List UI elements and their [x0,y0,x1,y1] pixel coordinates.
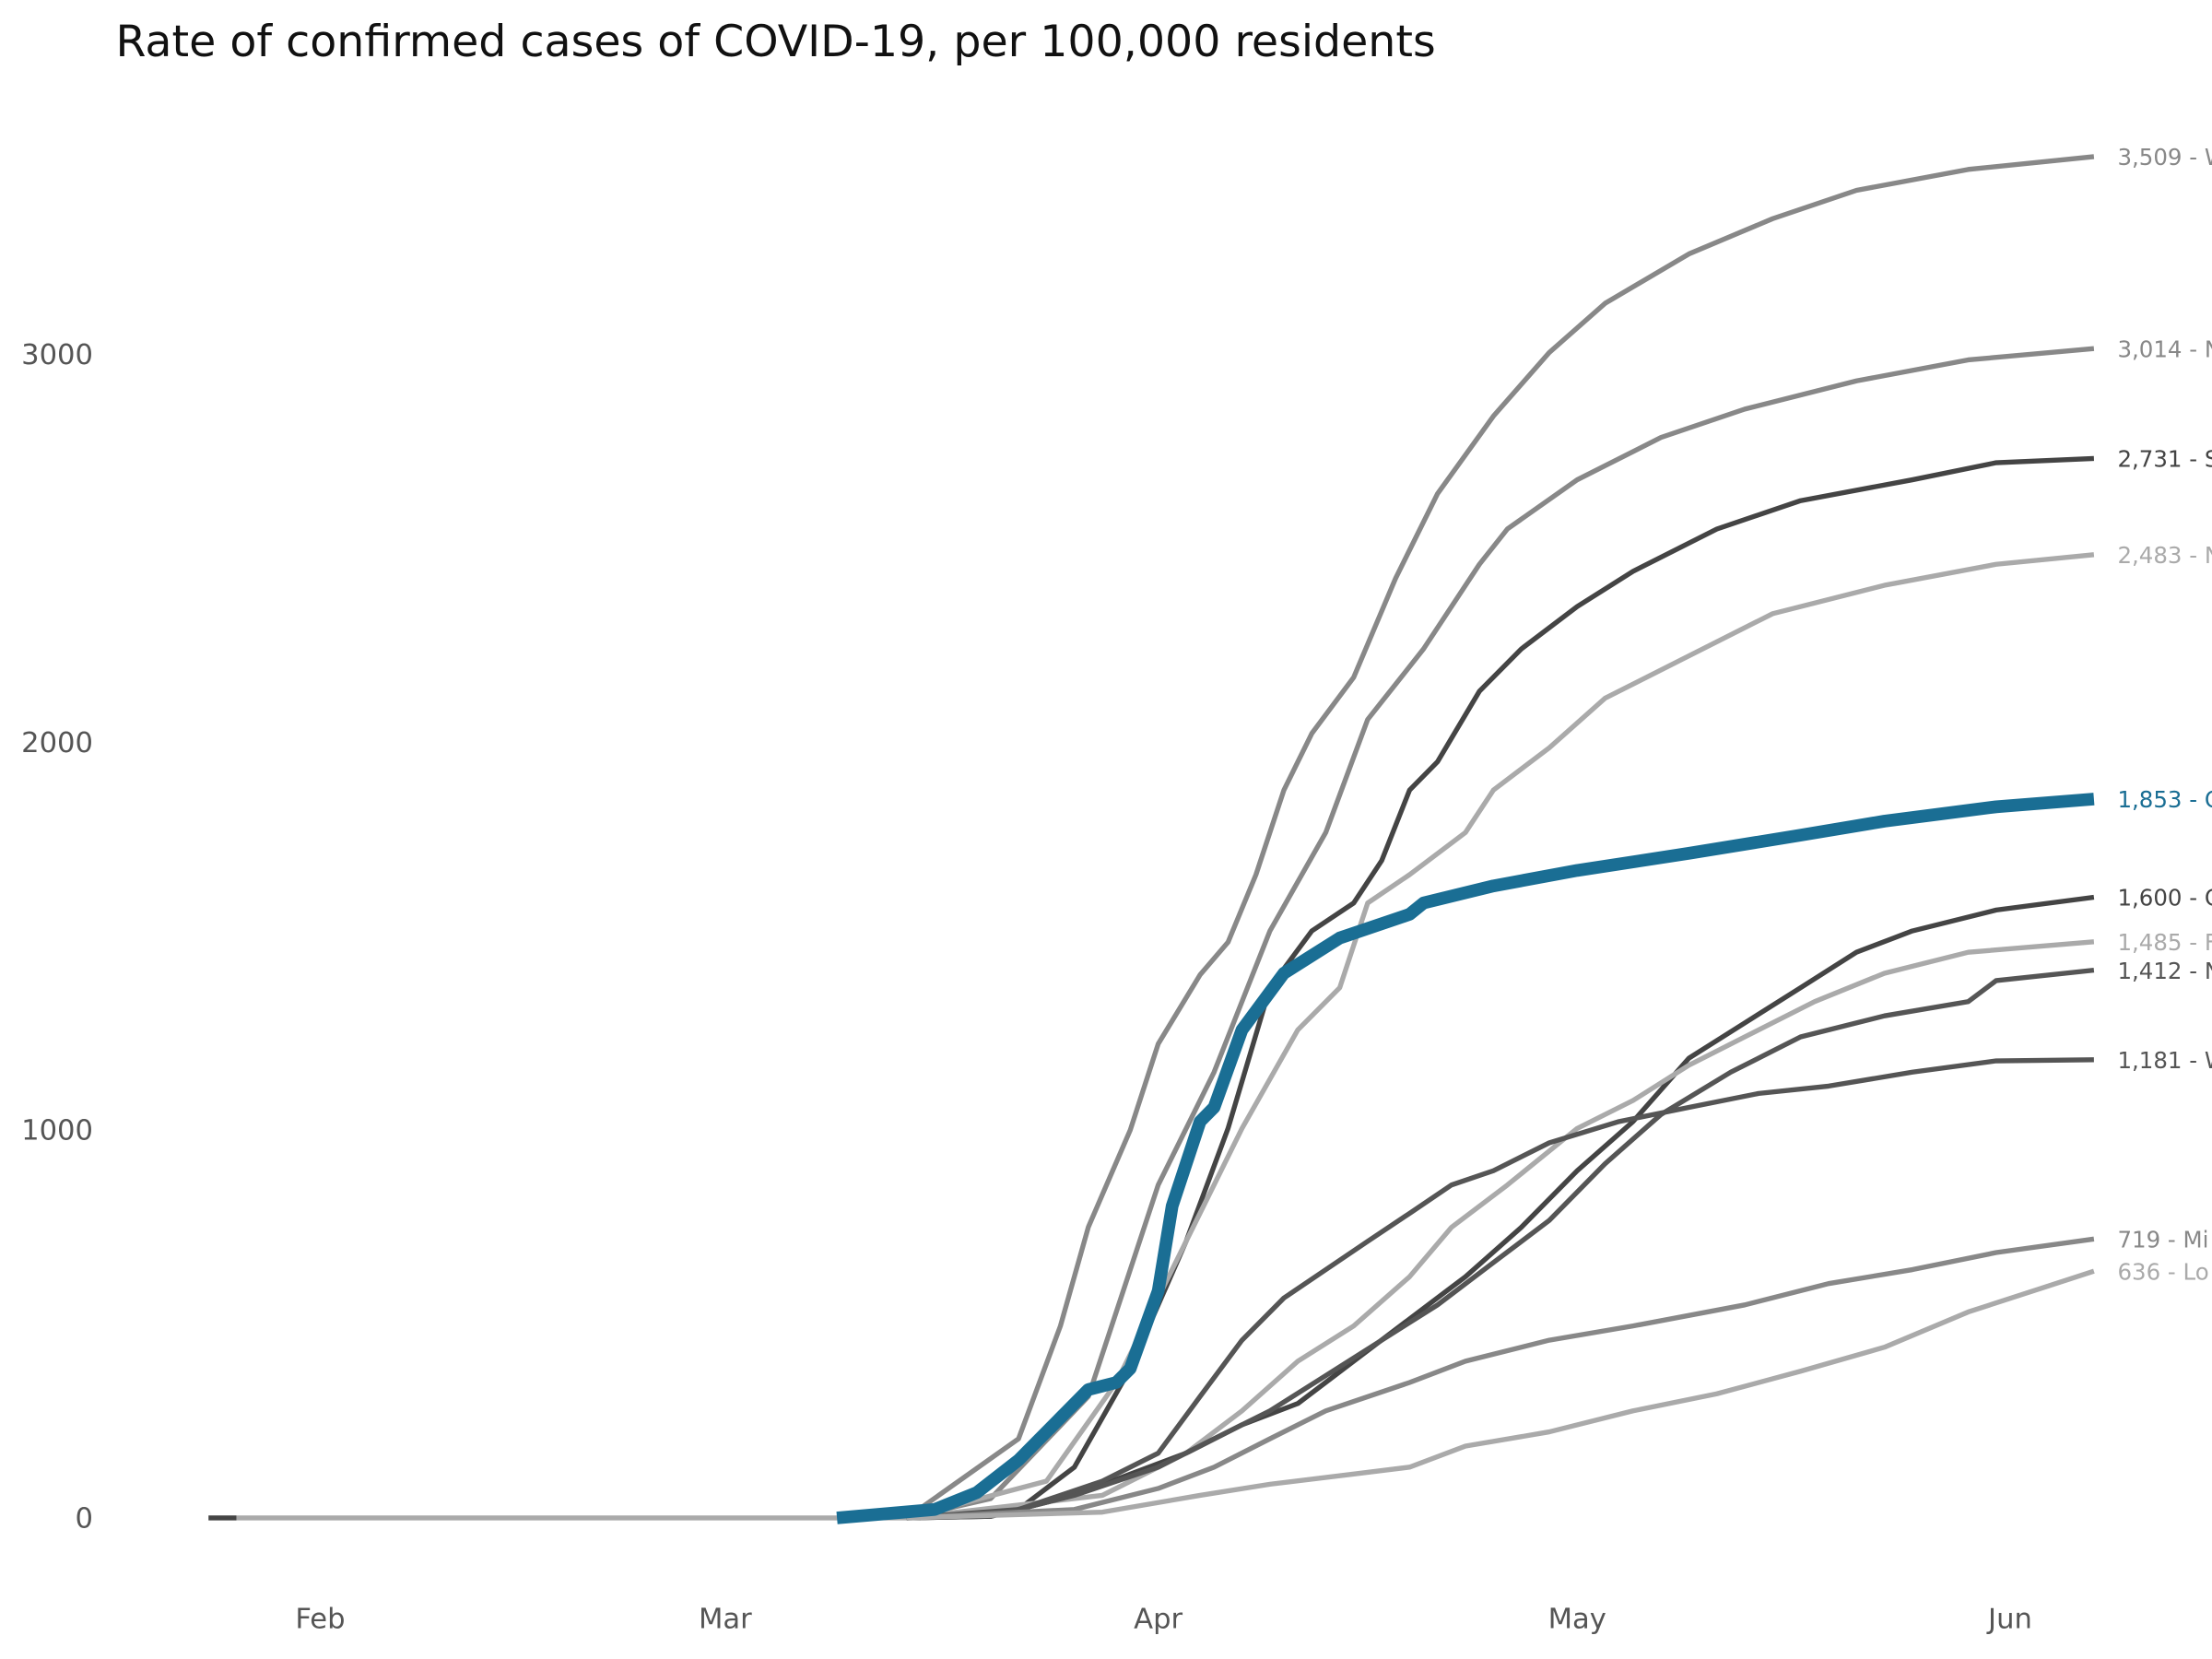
series-line [906,455,2095,1521]
series-line [906,967,2095,1521]
x-tick-label: Mar [699,1603,752,1635]
series-lines [208,154,2095,1524]
series-line [906,346,2095,1521]
series-end-label: 3,509 - W [2117,144,2212,171]
x-tick-label: Jun [1986,1603,2032,1635]
y-tick-label: 3000 [21,339,93,371]
series-line [905,154,2095,1521]
series-line [906,1268,2095,1521]
series-end-label: 1,485 - F [2117,929,2212,956]
series-end-label: 636 - Lo [2117,1258,2208,1285]
series-end-label: 719 - Mi [2117,1226,2208,1253]
series-end-label: 2,731 - S [2117,446,2212,473]
y-tick-label: 2000 [21,727,93,759]
series-end-label: 1,600 - C [2117,885,2212,912]
series-line [906,1057,2094,1521]
series-line [906,1236,2095,1521]
x-axis: Feb Mar Apr May Jun [295,1603,2032,1635]
series-line [906,939,2095,1521]
series-line [906,894,2095,1521]
x-tick-label: May [1548,1603,1606,1635]
series-labels: 3,509 - W 3,014 - N 2,731 - S 2,483 - N 1,60… [2117,144,2212,1285]
series-end-label: 2,483 - N [2117,542,2212,569]
chart-title: Rate of confirmed cases of COVID-19, per… [116,17,1436,67]
series-end-label: 1,853 - C [2117,786,2212,813]
series-line [906,552,2095,1521]
y-tick-label: 1000 [21,1115,93,1147]
x-tick-label: Apr [1134,1603,1182,1635]
series-end-label: 1,181 - W [2117,1047,2212,1074]
x-tick-label: Feb [295,1603,345,1635]
y-tick-label: 0 [76,1503,93,1535]
y-axis: 0 1000 2000 3000 [21,339,93,1535]
highlighted-series-line [836,793,2095,1524]
series-end-label: 1,412 - N [2117,958,2212,984]
series-end-label: 3,014 - N [2117,335,2212,362]
